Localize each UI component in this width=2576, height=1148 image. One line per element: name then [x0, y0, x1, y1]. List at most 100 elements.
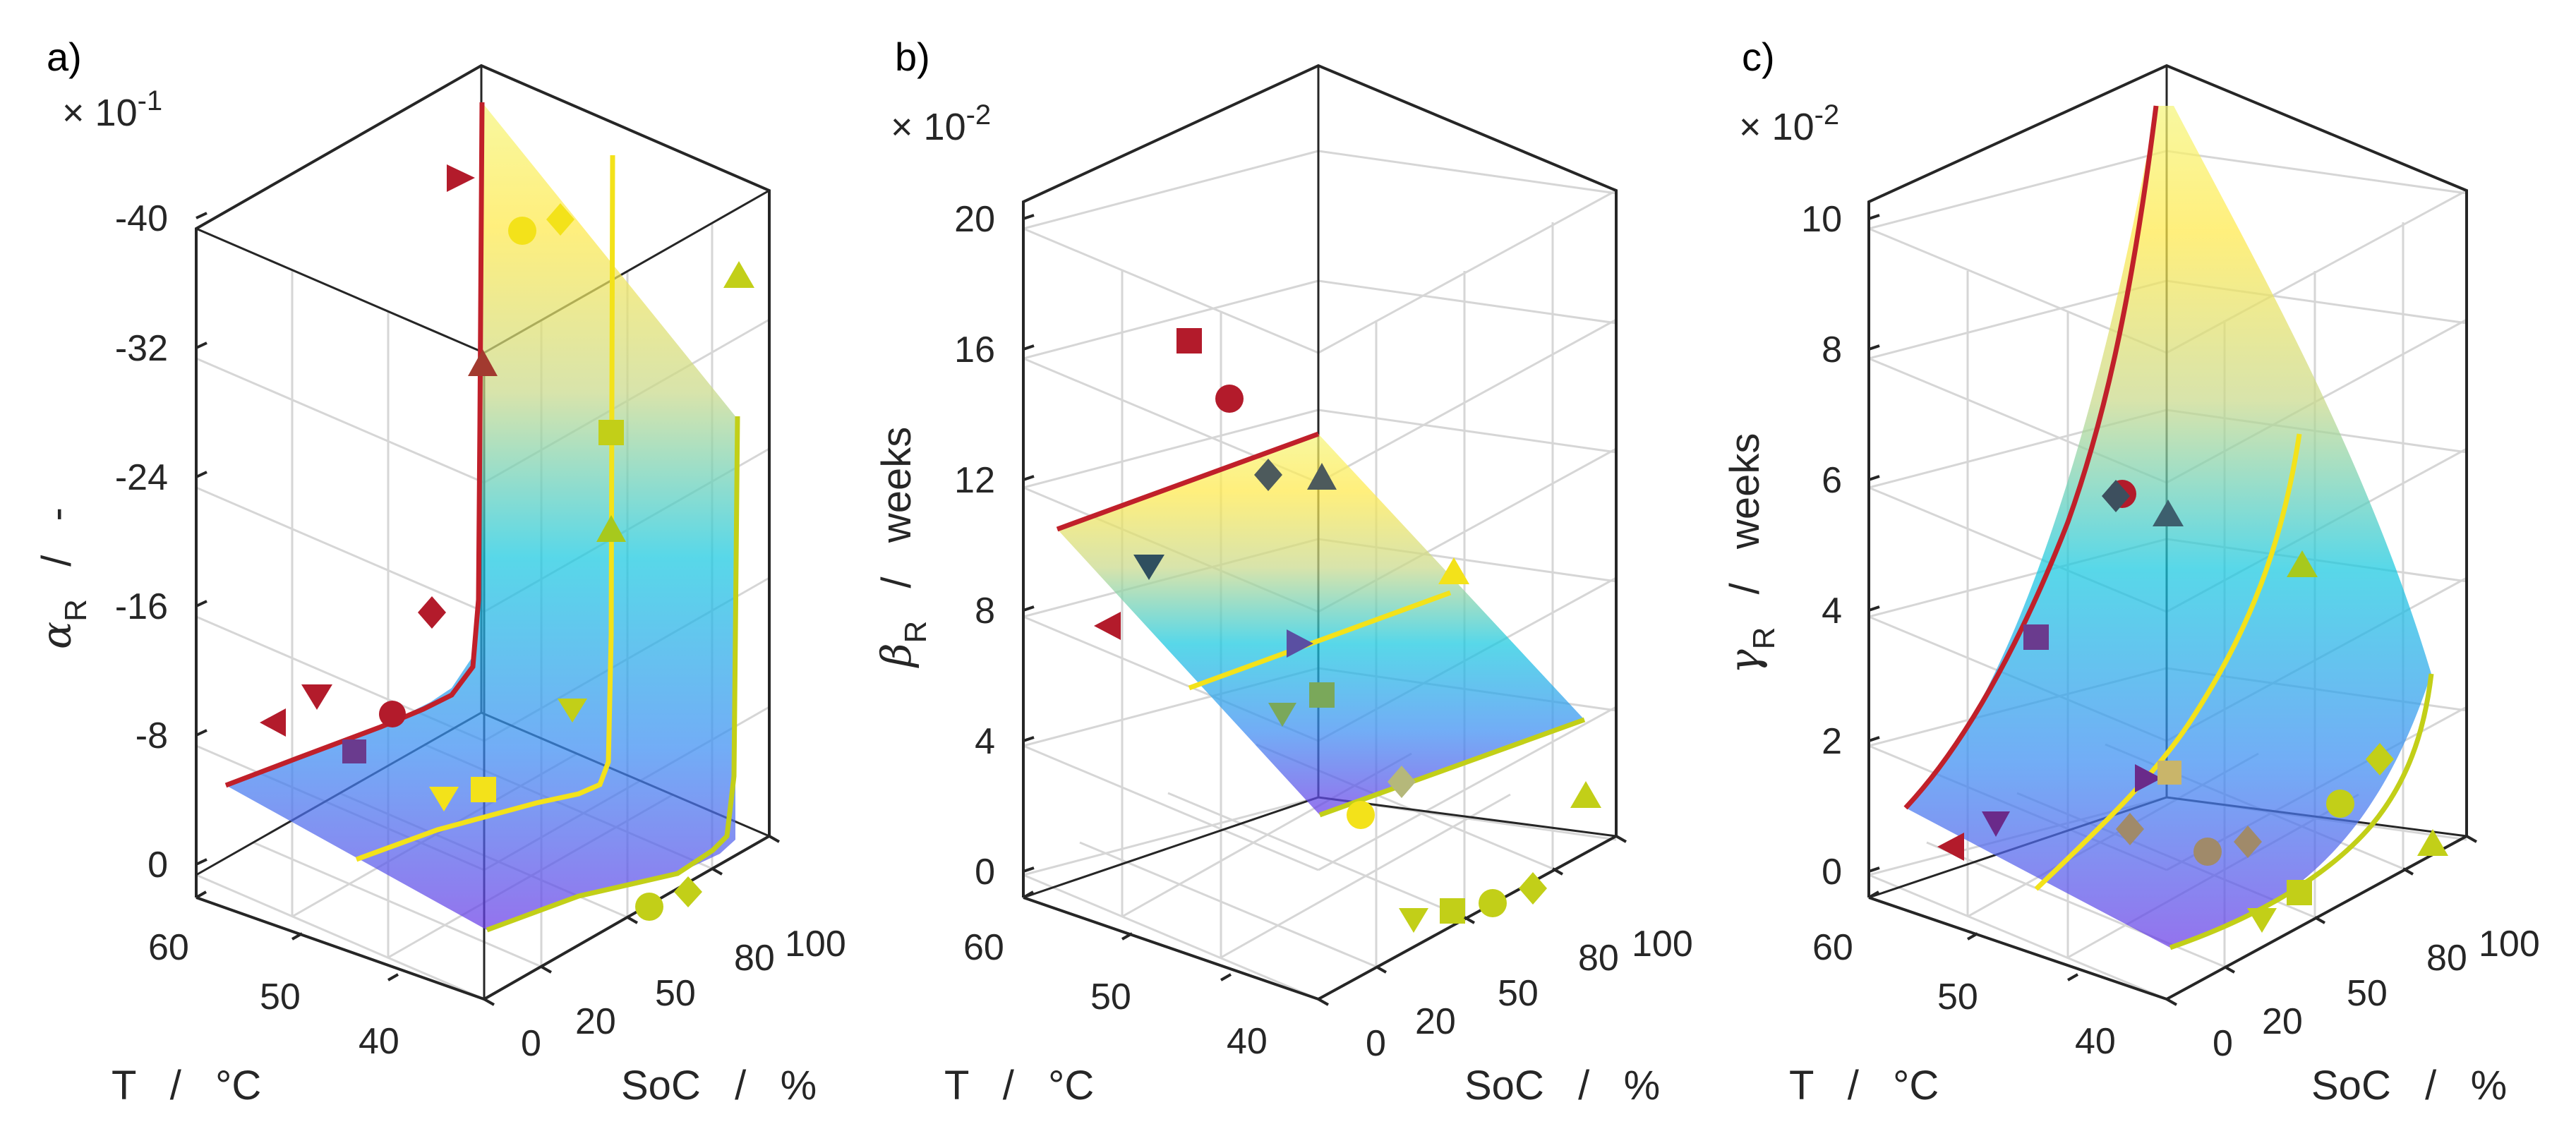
- panel-c-surface: [1906, 106, 2431, 948]
- panel-a-marker-square-purple: [342, 739, 366, 763]
- panel-a-marker-diamond: [418, 596, 446, 629]
- panel-b-marker-triangle-right-purple: [1287, 629, 1313, 658]
- panel-c-x-tick-0: 60: [1812, 927, 1853, 968]
- panel-c-z-symbol: γ: [1721, 649, 1769, 674]
- panel-c-z-tick-0: 0: [1822, 852, 1842, 893]
- panel-c-y-tick-3: 80: [2426, 938, 2467, 979]
- panel-a-marker-triangle-down: [301, 684, 332, 710]
- panel-c-multiplier-base: × 10: [1739, 106, 1814, 148]
- panel-c-marker-triangle-up-green: [2287, 550, 2318, 577]
- panel-c-y-tick-marks: [2166, 835, 2477, 1006]
- panel-a-x-tick-1: 50: [260, 977, 301, 1017]
- panel-a-z-tick-1: -8: [136, 715, 168, 756]
- panel-b-z-tick-4: 16: [954, 330, 995, 370]
- panel-b-z-subscript: R: [898, 621, 933, 644]
- panel-b-x-tick-0: 60: [963, 927, 1004, 968]
- panel-a-marker-diamond-yellow: [546, 203, 574, 236]
- panel-b-marker-diamond-dark: [1254, 459, 1282, 491]
- panel-c-marker-triangle-up-lime: [2417, 829, 2448, 856]
- panel-a: a) × 10-1: [32, 35, 846, 1108]
- panel-a-marker-circle: [379, 701, 406, 727]
- panel-c-z-subscript: R: [1747, 627, 1781, 650]
- panel-a-label: a): [47, 35, 82, 79]
- panel-b-x-ticks: 60 50 40: [963, 890, 1268, 1062]
- panel-c-z-tick-1: 2: [1822, 721, 1842, 762]
- panel-a-y-tick-1: 20: [575, 1001, 616, 1042]
- panel-a-y-ticks: 0 20 50 80 100: [483, 835, 846, 1064]
- panel-b-z-tick-marks: [1023, 214, 1035, 873]
- panel-b-y-tick-marks: [1318, 835, 1627, 1006]
- panel-b-z-tick-0: 0: [975, 852, 995, 893]
- panel-b-surface-fill: [1057, 434, 1584, 815]
- panel-a-z-label: αR / -: [32, 507, 93, 649]
- panel-b-y-tick-0: 0: [1366, 1023, 1386, 1064]
- panel-c-z-tick-2: 4: [1822, 591, 1842, 632]
- panel-a-z-tick-3: -24: [115, 457, 168, 498]
- panel-c-x-tick-1: 50: [1937, 977, 1978, 1017]
- panel-b-marker-triangle-up-lime: [1570, 781, 1601, 808]
- panel-c-z-unit: / weeks: [1722, 433, 1768, 595]
- panel-c-markers: [1937, 480, 2448, 933]
- panel-b-marker-square-lime: [1440, 898, 1465, 924]
- panel-b-z-symbol: β: [872, 643, 920, 668]
- panel-a-marker-circle-lime: [635, 893, 663, 921]
- panel-a-marker-triangle-left: [260, 708, 286, 737]
- panel-a-marker-triangle-up-right: [723, 261, 754, 288]
- panel-a-marker-triangle-right: [447, 164, 475, 192]
- panel-b-y-label: SoC / %: [1464, 1063, 1660, 1108]
- panel-c-z-tick-5: 10: [1801, 199, 1842, 240]
- panel-a-z-symbol: α: [32, 622, 80, 649]
- panel-a-z-tick-4: -32: [115, 328, 168, 369]
- panel-b-marker-triangle-up-yellow: [1438, 557, 1469, 584]
- panel-a-x-tick-0: 60: [148, 927, 189, 968]
- panel-b-marker-circle: [1215, 385, 1244, 413]
- panel-c-label: c): [1742, 35, 1775, 79]
- panel-c-line-t40: [2169, 673, 2434, 950]
- panel-b-z-tick-1: 4: [975, 721, 995, 762]
- panel-a-z-unit: / -: [34, 507, 80, 567]
- panel-c-y-label: SoC / %: [2311, 1063, 2507, 1108]
- panel-b-line-t40: [1318, 717, 1586, 818]
- panel-a-z-subscript: R: [59, 599, 93, 622]
- panel-c-marker-triangle-down-lime: [2247, 908, 2277, 933]
- panel-a-z-ticks: 0 -8 -16 -24 -32 -40: [115, 198, 207, 886]
- panel-a-y-tick-4: 100: [785, 924, 846, 965]
- panel-c-x-tick-marks: [1868, 890, 2078, 981]
- panel-c-line-t60: [1903, 105, 2159, 810]
- panel-c-marker-diamond-brown-2: [2234, 826, 2262, 858]
- panel-c-marker-circle-brown: [2193, 838, 2222, 866]
- panel-a-markers: [260, 164, 754, 921]
- panel-b-lines: [1056, 431, 1586, 818]
- panel-a-z-multiplier: × 10-1: [62, 85, 162, 134]
- panel-a-marker-square-yellow: [471, 777, 496, 802]
- panel-b-marker-square-green: [1309, 682, 1335, 708]
- panel-a-multiplier-base: × 10: [62, 92, 138, 134]
- panel-b-y-ticks: 0 20 50 80 100: [1318, 835, 1693, 1064]
- panel-c-marker-triangle-up-dark: [2153, 500, 2184, 526]
- panel-b-marker-circle-yellow: [1347, 801, 1375, 829]
- panel-b-z-label: βR / weeks: [872, 427, 933, 668]
- panel-b-x-label: T / °C: [944, 1063, 1094, 1108]
- panel-c-y-ticks: 0 20 50 80 100: [2166, 835, 2540, 1064]
- panel-b-z-tick-3: 12: [954, 460, 995, 501]
- panel-a-z-tick-marks: [195, 212, 207, 866]
- panel-b-marker-diamond-khaki: [1388, 766, 1416, 798]
- panel-a-z-tick-2: -16: [115, 586, 168, 627]
- panel-b-marker-triangle-down-green: [1268, 703, 1296, 727]
- panel-a-marker-triangle-down-lime: [558, 699, 587, 723]
- panel-b-y-tick-2: 50: [1498, 973, 1539, 1014]
- panel-b-z-multiplier: × 10-2: [891, 99, 991, 148]
- panel-b-line-t50: [1188, 590, 1452, 691]
- panel-b-z-unit: / weeks: [874, 427, 920, 588]
- panel-c-lines: [1903, 105, 2434, 950]
- panel-a-marker-triangle-up-red: [468, 349, 498, 376]
- panel-a-x-tick-marks: [195, 890, 399, 981]
- panel-b-surface: [1057, 434, 1584, 815]
- panel-c-y-tick-2: 50: [2347, 973, 2388, 1014]
- panel-b-x-tick-1: 50: [1090, 977, 1131, 1017]
- panel-b-x-tick-2: 40: [1227, 1021, 1268, 1062]
- panel-c-x-ticks: 60 50 40: [1812, 890, 2116, 1062]
- panel-b-marker-triangle-up-dark: [1307, 463, 1337, 490]
- panel-b-marker-triangle-left: [1094, 612, 1121, 640]
